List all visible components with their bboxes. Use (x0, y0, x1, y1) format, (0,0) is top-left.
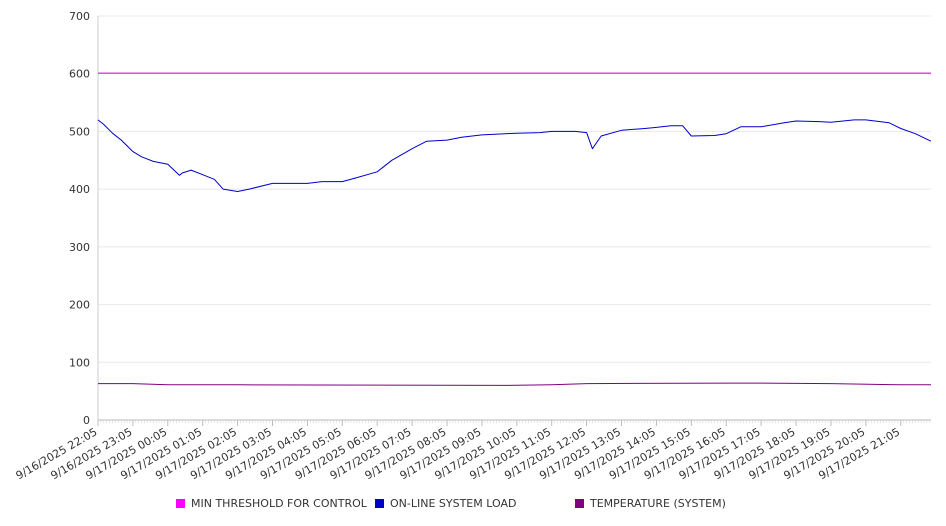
legend-label-min-threshold: MIN THRESHOLD FOR CONTROL (191, 497, 367, 510)
gridlines (98, 15, 931, 363)
legend-label-system-load: ON-LINE SYSTEM LOAD (390, 497, 517, 510)
y-tick-label: 400 (69, 183, 90, 196)
series-line-2 (98, 382, 931, 386)
series-line-1 (97, 119, 932, 192)
legend-swatch-system-load (375, 499, 384, 508)
y-tick-label: 100 (69, 356, 90, 369)
legend-swatch-min-threshold (176, 499, 185, 508)
legend-swatch-temperature (575, 499, 584, 508)
legend-item-min-threshold[interactable]: MIN THRESHOLD FOR CONTROL (176, 497, 367, 510)
legend-label-temperature: TEMPERATURE (SYSTEM) (590, 497, 726, 510)
legend: MIN THRESHOLD FOR CONTROL ON-LINE SYSTEM… (0, 497, 946, 515)
y-tick-label: 0 (83, 414, 90, 427)
series-lines (97, 72, 932, 386)
y-tick-label: 600 (69, 68, 90, 81)
legend-item-system-load[interactable]: ON-LINE SYSTEM LOAD (375, 497, 516, 510)
legend-item-temperature[interactable]: TEMPERATURE (SYSTEM) (575, 497, 726, 510)
y-tick-label: 200 (69, 299, 90, 312)
y-tick-label: 700 (69, 10, 90, 23)
y-tick-label: 500 (69, 125, 90, 138)
x-axis: 9/16/2025 22:059/16/2025 23:059/17/2025 … (14, 419, 931, 482)
y-tick-label: 300 (69, 241, 90, 254)
y-axis: 0 100 200 300 400 500 600 700 (69, 10, 99, 427)
